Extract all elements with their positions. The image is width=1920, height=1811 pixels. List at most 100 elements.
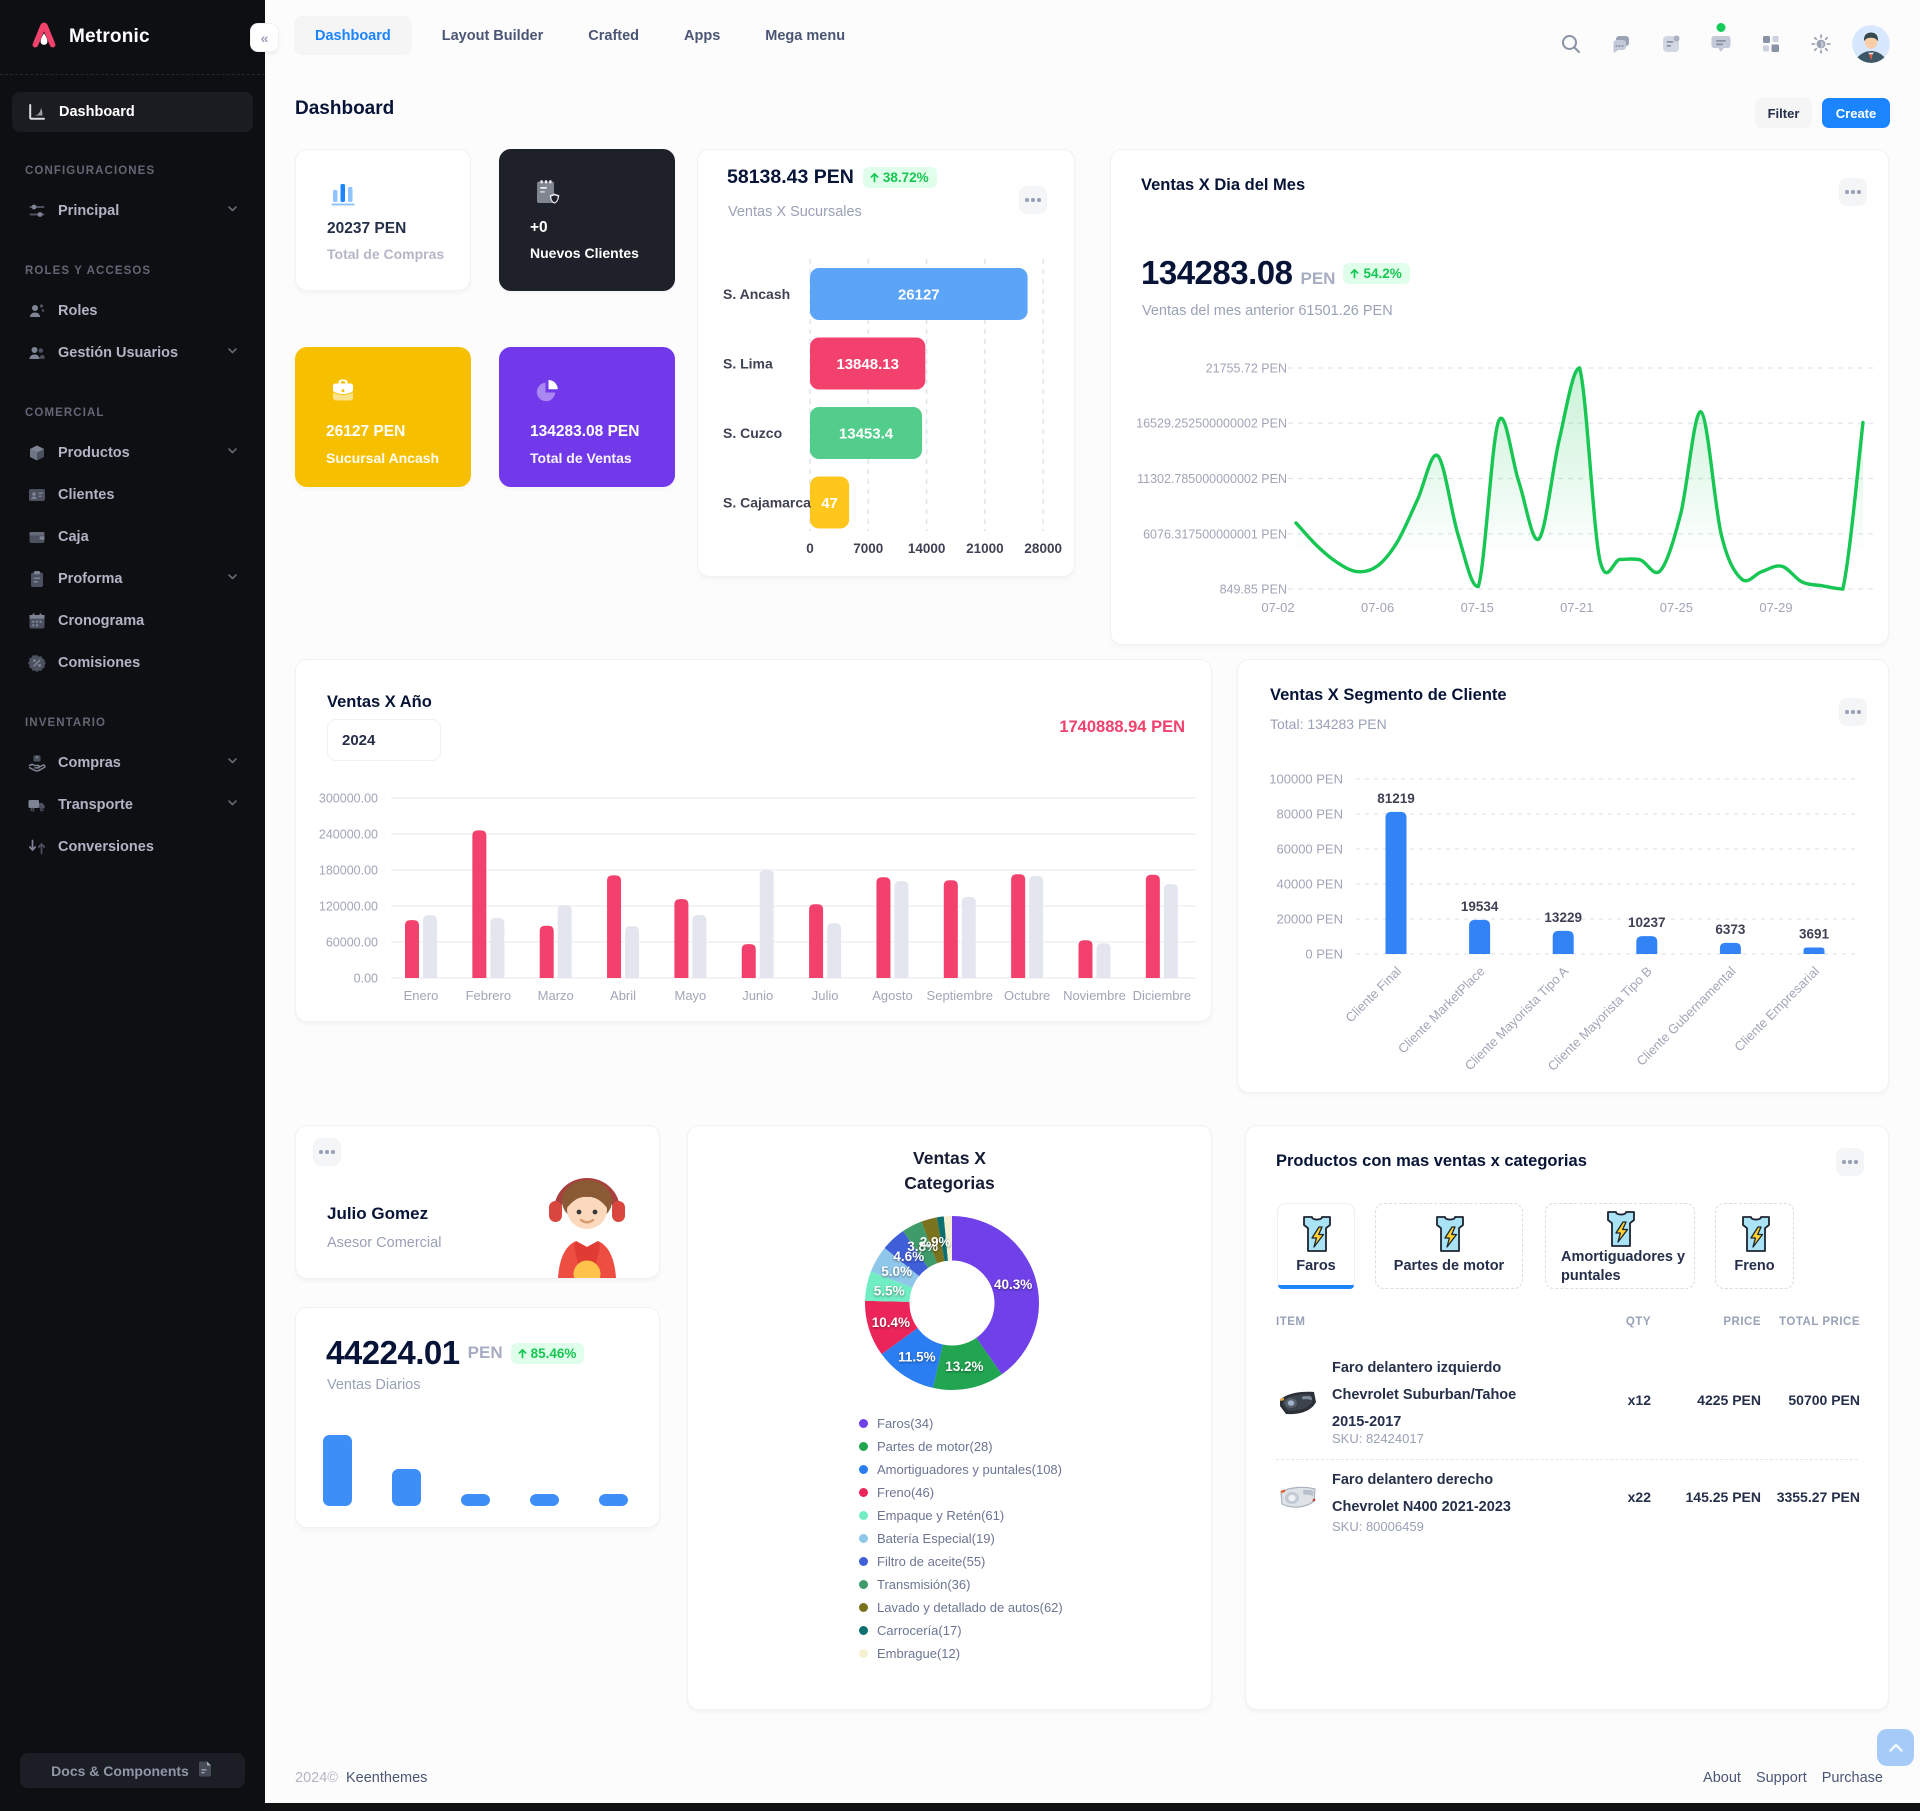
product-sku: SKU: 82424017 [1332,1431,1424,1446]
notepad-shield-icon [529,175,565,211]
ventas-categorias-card: Ventas X Categorias 40.3% 13.2% 11.5% 10.4%… [687,1125,1212,1710]
search-icon[interactable] [1559,32,1583,56]
sucursales-menu-button[interactable] [1019,186,1047,214]
legend-bullet [859,1649,868,1658]
svg-text:7000: 7000 [853,541,883,556]
sidebar-item-gesti-n-usuarios[interactable]: Gestión Usuarios [0,332,265,374]
scroll-to-top-button[interactable] [1877,1729,1914,1766]
calendar-icon [25,611,49,631]
legend-item[interactable]: Partes de motor(28) [859,1435,1063,1458]
sidebar-section-title: INVENTARIO [25,717,107,729]
stat-value: +0 [530,219,548,236]
product-tab-label: Freno [1734,1257,1775,1274]
legend-item[interactable]: Transmisión(36) [859,1573,1063,1596]
apps-grid-icon[interactable] [1759,32,1783,56]
sidebar-item-label: Caja [58,529,89,545]
sidebar-item-label: Transporte [58,797,133,813]
sidebar-item-roles[interactable]: Roles [0,290,265,332]
product-tab-freno[interactable]: Freno [1715,1203,1794,1289]
chat-icon[interactable] [1609,32,1633,56]
metronic-logo-icon [29,20,59,55]
sidebar-item-cronograma[interactable]: Cronograma [0,600,265,642]
sidebar-item-caja[interactable]: Caja [0,516,265,558]
svg-text:5.0%: 5.0% [881,1264,912,1279]
dia-mes-menu-button[interactable] [1839,178,1867,206]
product-tab-partes-de-motor[interactable]: Partes de motor [1375,1203,1523,1289]
docs-components-button[interactable]: Docs & Components [20,1753,245,1788]
sidebar-item-dashboard[interactable]: Dashboard [12,92,253,132]
nav-item-layout-builder[interactable]: Layout Builder [441,27,544,44]
sidebar-item-principal[interactable]: Principal [0,190,265,232]
legend-item[interactable]: Empaque y Retén(61) [859,1504,1063,1527]
notifications-icon[interactable] [1709,23,1733,56]
sidebar-item-proforma[interactable]: Proforma [0,558,265,600]
legend-item[interactable]: Faros(34) [859,1412,1063,1435]
asesor-name: Julio Gomez [327,1204,429,1223]
product-image [1276,1382,1320,1426]
sidebar-item-comisiones[interactable]: Comisiones [0,642,265,684]
footer-company-link[interactable]: Keenthemes [345,1770,428,1786]
segmento-menu-button[interactable] [1839,698,1867,726]
categorias-title-line2: Categorias [904,1173,995,1193]
nav-item-dashboard[interactable]: Dashboard [294,16,412,55]
filter-button[interactable]: Filter [1755,98,1812,128]
sidebar-item-transporte[interactable]: Transporte [0,784,265,826]
header-icons [1559,23,1890,63]
legend-item[interactable]: Carrocería(17) [859,1619,1063,1642]
legend-label: Transmisión(36) [877,1577,971,1592]
asesor-card: Julio Gomez Asesor Comercial [295,1125,660,1279]
vest-icon [1737,1214,1773,1254]
svg-text:11.5%: 11.5% [898,1350,936,1365]
notes-icon[interactable] [1659,32,1683,56]
year-select[interactable]: 2024 [327,719,441,761]
diarios-chart [296,1418,661,1523]
sidebar-collapse-button[interactable]: « [250,23,279,52]
id-card-icon [25,485,49,505]
row-separator [1276,1459,1858,1460]
create-button[interactable]: Create [1822,98,1890,128]
theme-sun-icon[interactable] [1809,32,1833,56]
footer-link-support[interactable]: Support [1755,1770,1807,1786]
legend-label: Embrague(12) [877,1646,961,1661]
asesor-menu-button[interactable] [313,1138,341,1166]
svg-text:Octubre: Octubre [1004,988,1050,1003]
sidebar-item-compras[interactable]: Compras [0,742,265,784]
product-name-link[interactable]: Faro delantero izquierdo Chevrolet Suburb… [1332,1360,1517,1430]
footer-link-purchase[interactable]: Purchase [1821,1770,1883,1786]
legend-item[interactable]: Embrague(12) [859,1642,1063,1665]
legend-item[interactable]: Filtro de aceite(55) [859,1550,1063,1573]
sidebar-item-clientes[interactable]: Clientes [0,474,265,516]
nav-item-mega-menu[interactable]: Mega menu [765,27,846,44]
legend-item[interactable]: Freno(46) [859,1481,1063,1504]
sidebar-item-conversiones[interactable]: Conversiones [0,826,265,868]
productos-title: Productos con mas ventas x categorias [1276,1152,1587,1170]
stat-card-nuevos-clientes: +0 Nuevos Clientes [499,149,675,291]
product-tab-label: Partes de motor [1393,1257,1505,1274]
product-name-link[interactable]: Faro delantero derecho Chevrolet N400 202… [1332,1472,1511,1515]
nav-item-crafted[interactable]: Crafted [588,27,640,44]
svg-text:40000 PEN: 40000 PEN [1277,877,1344,892]
briefcase-icon [325,373,361,409]
legend-bullet [859,1603,868,1612]
product-tab-amortiguadores-y-puntales[interactable]: Amortiguadores y puntales [1545,1203,1695,1289]
sidebar-item-productos[interactable]: Productos [0,432,265,474]
productos-menu-button[interactable] [1836,1148,1864,1176]
truck-icon [25,795,49,815]
nav-item-apps[interactable]: Apps [684,27,721,44]
sidebar-item-label: Gestión Usuarios [58,345,179,361]
legend-item[interactable]: Batería Especial(19) [859,1527,1063,1550]
svg-text:Agosto: Agosto [872,988,912,1003]
sidebar-item-label: Comisiones [58,655,141,671]
legend-item[interactable]: Amortiguadores y puntales(108) [859,1458,1063,1481]
bottom-scrollbar[interactable] [0,1803,1920,1811]
svg-text:6373: 6373 [1715,922,1746,937]
legend-item[interactable]: Lavado y detallado de autos(62) [859,1596,1063,1619]
footer-link-about[interactable]: About [1703,1770,1741,1786]
sidebar-menu: Dashboard CONFIGURACIONES Principal ROLES Y… [0,75,265,868]
col-header-qty: QTY [1625,1316,1651,1328]
docs-components-label: Docs & Components [51,1762,189,1779]
user-avatar[interactable] [1852,25,1890,63]
svg-text:Cliente Final: Cliente Final [1342,963,1404,1025]
svg-text:Julio: Julio [812,988,839,1003]
product-tab-faros[interactable]: Faros [1277,1203,1355,1289]
